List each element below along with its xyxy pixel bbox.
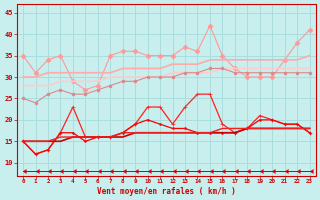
X-axis label: Vent moyen/en rafales ( km/h ): Vent moyen/en rafales ( km/h ) xyxy=(97,187,236,196)
